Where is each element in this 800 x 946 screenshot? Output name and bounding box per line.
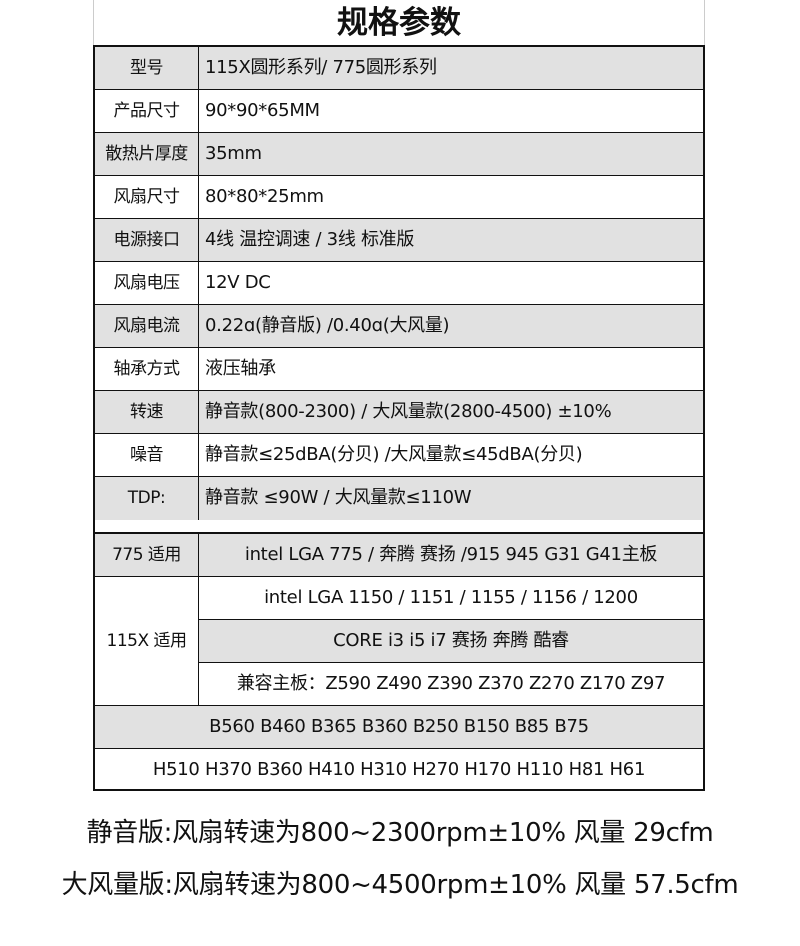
- spec-label: 型号: [95, 47, 199, 89]
- compatibility-table: 775 适用 intel LGA 775 / 奔腾 赛扬 /915 945 G3…: [93, 532, 705, 791]
- compat-row-h-boards: H510 H370 B360 H410 H310 H270 H170 H110 …: [95, 749, 703, 792]
- spec-label: 产品尺寸: [95, 90, 199, 132]
- compat-value: 兼容主板：Z590 Z490 Z390 Z370 Z270 Z170 Z97: [236, 673, 666, 694]
- spec-label: 风扇电流: [95, 305, 199, 347]
- spec-value: 90*90*65MM: [205, 100, 320, 121]
- spec-value: 静音款(800-2300) / 大风量款(2800-4500) ±10%: [205, 401, 612, 422]
- spec-row-speed: 转速 静音款(800-2300) / 大风量款(2800-4500) ±10%: [95, 391, 703, 434]
- spec-value: 静音款 ≤90W / 大风量款≤110W: [205, 487, 472, 508]
- spec-label: 噪音: [95, 434, 199, 476]
- compat-row-775: 775 适用 intel LGA 775 / 奔腾 赛扬 /915 945 G3…: [95, 534, 703, 577]
- compat-label: 775 适用: [95, 534, 199, 576]
- footer-quiet-version: 静音版:风扇转速为800~2300rpm±10% 风量 29cfm: [86, 818, 714, 848]
- spec-value: 液压轴承: [205, 358, 276, 379]
- spec-label: 转速: [95, 391, 199, 433]
- spec-label: TDP:: [95, 477, 199, 520]
- spec-value: 0.22ɑ(静音版) /0.40ɑ(大风量): [205, 315, 450, 336]
- spec-value: 80*80*25mm: [205, 186, 324, 207]
- spec-row-model: 型号 115X圆形系列/ 775圆形系列: [95, 47, 703, 90]
- spec-value: 12V DC: [205, 272, 271, 293]
- compat-value: intel LGA 775 / 奔腾 赛扬 /915 945 G31 G41主板: [244, 544, 658, 565]
- spec-row-bearing: 轴承方式 液压轴承: [95, 348, 703, 391]
- spec-row-tdp: TDP: 静音款 ≤90W / 大风量款≤110W: [95, 477, 703, 520]
- spec-value: 静音款≤25dBA(分贝) /大风量款≤45dBA(分贝): [205, 444, 583, 465]
- compat-row-sockets: intel LGA 1150 / 1151 / 1155 / 1156 / 12…: [199, 577, 703, 620]
- spec-label: 轴承方式: [95, 348, 199, 390]
- spec-row-connector: 电源接口 4线 温控调速 / 3线 标准版: [95, 219, 703, 262]
- compat-label: 115X 适用: [95, 577, 199, 705]
- compat-value: B560 B460 B365 B360 B250 B150 B85 B75: [209, 716, 589, 737]
- spec-table: 型号 115X圆形系列/ 775圆形系列 产品尺寸 90*90*65MM 散热片厚度…: [93, 45, 705, 520]
- compat-row-cpus: CORE i3 i5 i7 赛扬 奔腾 酷睿: [199, 620, 703, 663]
- compat-row-z-boards: 兼容主板：Z590 Z490 Z390 Z370 Z270 Z170 Z97: [199, 663, 703, 705]
- spec-label: 散热片厚度: [95, 133, 199, 175]
- compat-value: CORE i3 i5 i7 赛扬 奔腾 酷睿: [333, 630, 569, 651]
- spec-row-size: 产品尺寸 90*90*65MM: [95, 90, 703, 133]
- spec-row-noise: 噪音 静音款≤25dBA(分贝) /大风量款≤45dBA(分贝): [95, 434, 703, 477]
- spec-value: 4线 温控调速 / 3线 标准版: [205, 229, 415, 250]
- spec-row-current: 风扇电流 0.22ɑ(静音版) /0.40ɑ(大风量): [95, 305, 703, 348]
- spec-value: 35mm: [205, 143, 262, 164]
- page-title: 规格参数: [93, 0, 705, 46]
- compat-value: H510 H370 B360 H410 H310 H270 H170 H110 …: [152, 759, 646, 780]
- compat-block-115x: 115X 适用 intel LGA 1150 / 1151 / 1155 / 1…: [95, 577, 703, 706]
- compat-row-b-boards: B560 B460 B365 B360 B250 B150 B85 B75: [95, 706, 703, 749]
- compat-value: intel LGA 1150 / 1151 / 1155 / 1156 / 12…: [264, 587, 638, 608]
- spec-row-heatsink: 散热片厚度 35mm: [95, 133, 703, 176]
- spec-label: 电源接口: [95, 219, 199, 261]
- spec-value: 115X圆形系列/ 775圆形系列: [205, 57, 437, 78]
- spec-row-voltage: 风扇电压 12V DC: [95, 262, 703, 305]
- spec-label: 风扇电压: [95, 262, 199, 304]
- spec-row-fan-size: 风扇尺寸 80*80*25mm: [95, 176, 703, 219]
- table-spacer: [93, 519, 705, 533]
- spec-label: 风扇尺寸: [95, 176, 199, 218]
- footer-high-airflow-version: 大风量版:风扇转速为800~4500rpm±10% 风量 57.5cfm: [61, 870, 739, 900]
